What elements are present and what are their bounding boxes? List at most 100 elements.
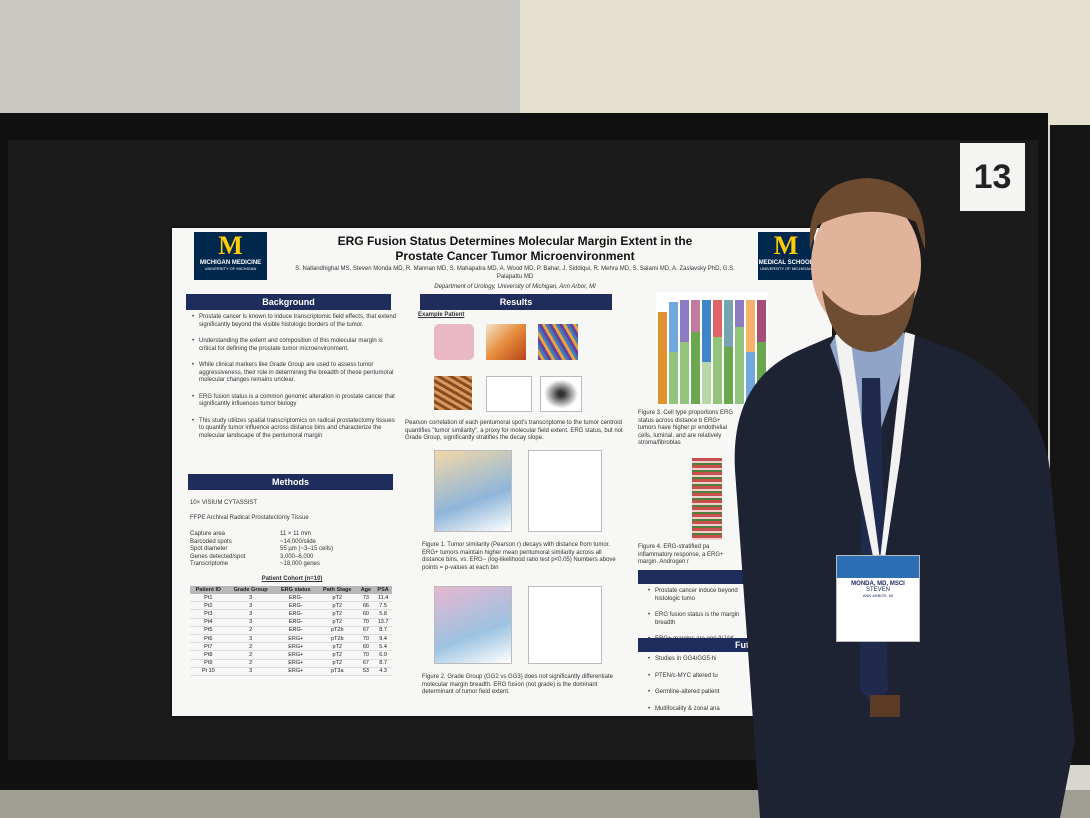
spec-cell: 3,000–6,000 bbox=[280, 553, 314, 560]
wall bbox=[520, 0, 1090, 125]
bullet: ERG fusion status is the margin breadth bbox=[648, 612, 745, 627]
header-row: Patient ID Grade Group ERG status Path Stag… bbox=[190, 586, 392, 594]
beard bbox=[822, 290, 915, 352]
table-cell: 60 bbox=[357, 642, 375, 652]
bullet-list: Prostate cancer is known to induce trans… bbox=[190, 314, 399, 449]
authors: S. Nallandhighal MS, Steven Monda MD, R.… bbox=[295, 266, 735, 280]
spec-cell: ~18,000 genes bbox=[280, 561, 320, 567]
title-line: Prostate Cancer Tumor Microenvironment bbox=[395, 249, 635, 263]
table-cell: 2 bbox=[226, 642, 275, 652]
table-cell: ERG- bbox=[274, 601, 317, 611]
face bbox=[811, 195, 921, 335]
spec-row: Genes detected/spot 3,000–6,000 bbox=[190, 554, 390, 562]
table-cell: Pt5 bbox=[190, 626, 227, 635]
table-cell: pT2 bbox=[316, 642, 358, 652]
table-title: Patient Cohort (n=10) bbox=[261, 576, 323, 582]
table-cell: 4.3 bbox=[374, 667, 392, 676]
stacked-bar-figure bbox=[656, 292, 768, 404]
plot bbox=[528, 450, 602, 532]
table-cell: 13.7 bbox=[374, 618, 392, 627]
table-cell: pT2 bbox=[316, 618, 358, 627]
table-row: Pt5 2 ERG-pT2b 67 8.7 bbox=[190, 626, 392, 635]
bars bbox=[656, 292, 768, 404]
figure-caption: Figure 3. Cell type proportions ERG stat… bbox=[638, 410, 734, 446]
similarity-image bbox=[434, 376, 472, 410]
table-row: Pt 10 3 ERG+ pT3a 53 4.3 bbox=[190, 667, 392, 676]
table-cell: ERG+ bbox=[274, 650, 317, 660]
section-heading: Background bbox=[186, 294, 391, 310]
table-cell: 8.7 bbox=[374, 659, 392, 668]
plot bbox=[528, 586, 602, 664]
table-cell: pT2 bbox=[316, 650, 358, 660]
bullet: Germline-altered patient bbox=[648, 689, 745, 697]
table-row: Pt1 3 ERG-pT2 73 11.4 bbox=[190, 594, 392, 603]
hair bbox=[809, 178, 926, 250]
poster: M MICHIGAN MEDICINE UNIVERSITY OF MICHIG… bbox=[172, 228, 832, 716]
label: Example Patient bbox=[418, 312, 465, 318]
plot bbox=[434, 450, 512, 532]
bullet: Studies in GG4/GG5 hi bbox=[648, 656, 745, 664]
lanyard bbox=[835, 332, 915, 590]
heatmap bbox=[692, 458, 722, 540]
spec-cell: Transcriptome bbox=[190, 561, 229, 567]
table-cell: pT2 bbox=[316, 659, 358, 668]
table-cell: 11.4 bbox=[374, 594, 392, 603]
table-cell: 60 bbox=[357, 609, 375, 619]
table-cell: ERG- bbox=[274, 618, 317, 627]
spec-cell: 55 µm (~3–15 cells) bbox=[280, 546, 333, 552]
table-cell: 3 bbox=[226, 594, 275, 603]
bullet-list: Studies in GG4/GG5 hi PTEN/c-MYC altered … bbox=[646, 656, 745, 716]
table-row: Pt3 3 ERG-pT2 60 5.8 bbox=[190, 609, 392, 619]
table-cell: Pt4 bbox=[190, 618, 227, 627]
bullet: Prostate cancer induce beyond histologic… bbox=[648, 588, 745, 603]
plot bbox=[486, 376, 532, 412]
table-cell: 8.7 bbox=[374, 626, 392, 635]
badge: MONDA, MD, MSCI STEVEN ANN ARBOR, MI bbox=[836, 555, 920, 642]
logo-mark: M bbox=[773, 231, 799, 260]
bullet: While clinical markers like Grade Group … bbox=[192, 362, 399, 385]
table-cell: pT3a bbox=[316, 667, 358, 676]
table-cell: 3 bbox=[226, 667, 275, 676]
table-cell: pT2b bbox=[316, 634, 358, 644]
plot bbox=[434, 586, 512, 664]
table-cell: 2 bbox=[226, 650, 275, 660]
title: ERG Fusion Status Determines Molecular M… bbox=[282, 234, 748, 264]
section-heading: Futur bbox=[638, 638, 778, 652]
logo-sub: UNIVERSITY OF MICHIGAN bbox=[204, 266, 257, 271]
tissue-image bbox=[434, 324, 474, 360]
badge-first-name: STEVEN bbox=[865, 587, 890, 593]
table-cell: 2 bbox=[226, 626, 275, 635]
column-header: Patient ID bbox=[190, 586, 227, 594]
table-row: Pt9 2 ERG+ pT2 67 8.7 bbox=[190, 659, 392, 668]
table-cell: 6.9 bbox=[374, 650, 392, 660]
table-cell: Pt1 bbox=[190, 594, 227, 603]
spec-cell: Barcoded spots bbox=[190, 538, 232, 545]
logo: M MICHIGAN MEDICINE UNIVERSITY OF MICHIG… bbox=[194, 232, 267, 280]
table-cell: 67 bbox=[357, 659, 375, 668]
table-cell: 9.4 bbox=[374, 634, 392, 644]
badge-banner bbox=[837, 556, 919, 578]
bullet: PTEN/c-MYC altered tu bbox=[648, 673, 745, 681]
table-cell: pT2 bbox=[316, 594, 358, 603]
table-cell: ERG+ bbox=[274, 642, 317, 652]
table-cell: 70 bbox=[357, 634, 375, 644]
table-cell: 70 bbox=[357, 618, 375, 627]
bullet: Multifocality & zonal ana bbox=[648, 706, 745, 714]
badge-city: ANN ARBOR, MI bbox=[862, 593, 894, 598]
table-cell: 70 bbox=[357, 650, 375, 660]
table-cell: 67 bbox=[357, 626, 375, 635]
table-cell: Pt6 bbox=[190, 634, 227, 644]
figure-caption: Figure 4. ERG-stratified pa inflammatory… bbox=[638, 544, 724, 565]
table-cell: 3 bbox=[226, 609, 275, 619]
table-cell: 66 bbox=[357, 601, 375, 611]
bullet: Prostate cancer is known to induce trans… bbox=[192, 314, 399, 329]
table-cell: ERG- bbox=[274, 594, 317, 603]
table-cell: 3 bbox=[226, 601, 275, 611]
method-line: FFPE Archival Radical Prostatectomy Tiss… bbox=[190, 515, 309, 521]
bullet: ERG fusion status is a common genomic al… bbox=[192, 394, 399, 409]
table-cell: ERG+ bbox=[274, 634, 317, 644]
table-row: Pt6 3 ERG+ pT2b 70 9.4 bbox=[190, 634, 392, 644]
table-cell: 73 bbox=[357, 594, 375, 603]
cluster-image bbox=[538, 324, 578, 360]
